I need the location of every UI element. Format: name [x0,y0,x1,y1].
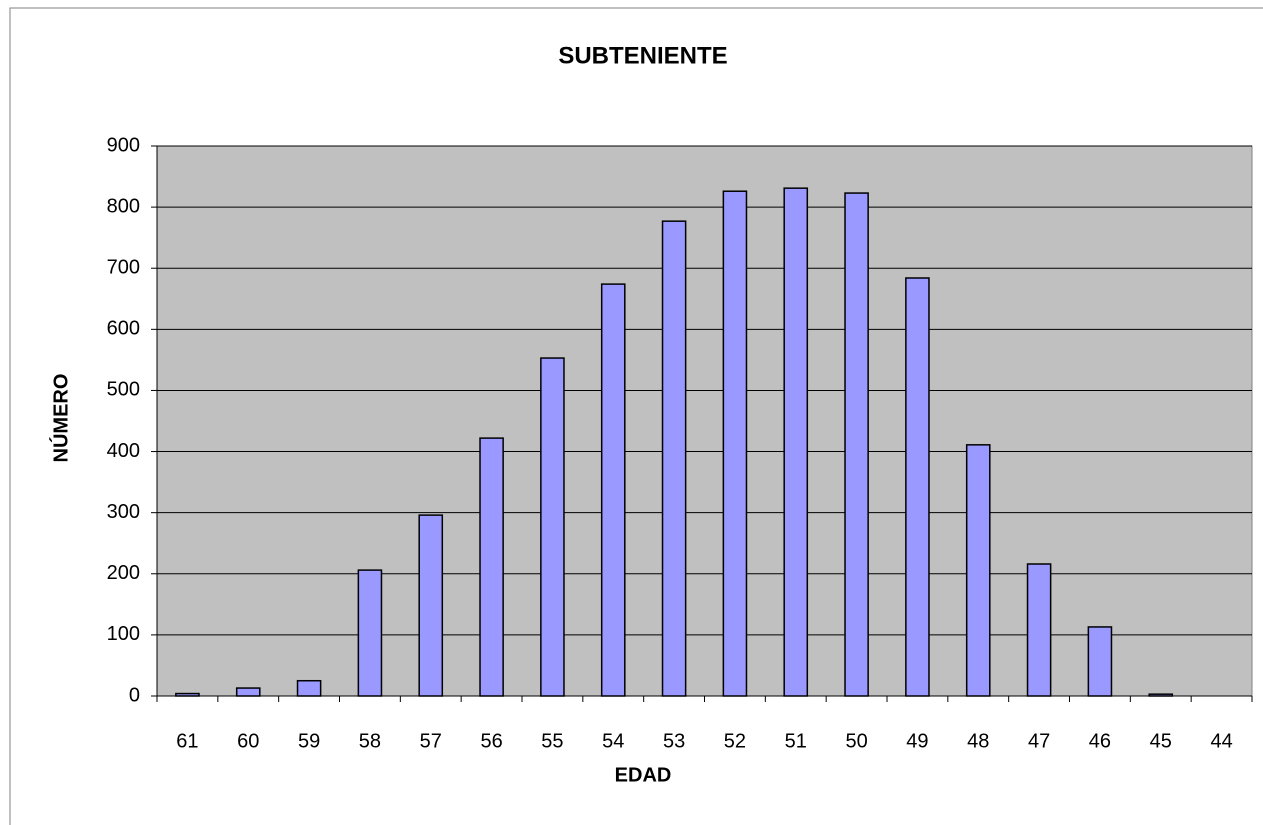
x-tick-label: 44 [1210,730,1232,752]
x-tick-label: 58 [359,730,381,752]
x-tick-label: 51 [785,730,807,752]
x-tick-label: 53 [663,730,685,752]
y-tick-label: 0 [129,684,140,706]
x-tick-label: 61 [176,730,198,752]
x-tick-label: 47 [1028,730,1050,752]
y-tick-label: 500 [107,379,140,401]
x-tick-label: 60 [237,730,259,752]
bar [175,692,200,697]
bar [1026,563,1052,697]
bar [965,444,991,697]
bar [661,220,687,697]
chart-title: SUBTENIENTE [558,42,727,69]
x-tick-label: 50 [845,730,867,752]
y-tick-label: 400 [107,440,140,462]
x-tick-label: 55 [541,730,563,752]
y-tick-label: 100 [107,623,140,645]
bar [479,437,504,697]
bar [296,679,322,697]
bar [1087,626,1113,697]
x-axis-label: EDAD [615,764,672,786]
bar [905,277,930,697]
plot-area [156,145,1253,697]
x-tick-label: 57 [420,730,442,752]
x-tick-label: 59 [298,730,320,752]
y-tick-label: 800 [107,195,140,217]
x-tick-label: 56 [480,730,502,752]
bar [357,569,383,697]
y-axis-label: NÚMERO [48,374,72,463]
y-tick-label: 900 [107,134,140,156]
x-tick-label: 49 [906,730,928,752]
y-tick-label: 600 [107,318,140,340]
bar [844,192,869,697]
bar [235,687,261,697]
x-tick-label: 48 [967,730,989,752]
bar [783,187,809,697]
bar [1148,693,1174,697]
y-tick-label: 700 [107,257,140,279]
x-tick-label: 54 [602,730,624,752]
y-tick-label: 200 [107,562,140,584]
bar [540,357,565,697]
bar [722,190,748,697]
x-tick-label: 52 [724,730,746,752]
bar [600,283,626,697]
x-tick-label: 46 [1089,730,1111,752]
x-tick-label: 45 [1150,730,1172,752]
bar [418,514,444,697]
y-tick-label: 300 [107,501,140,523]
